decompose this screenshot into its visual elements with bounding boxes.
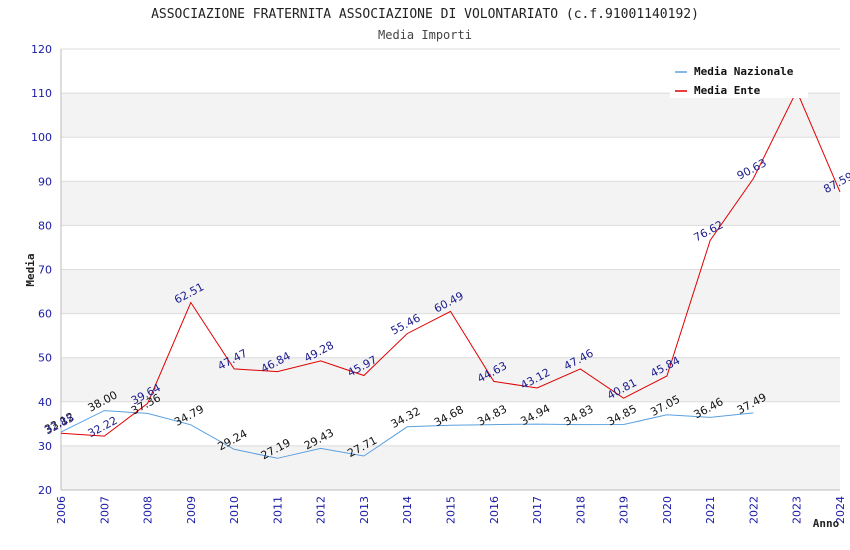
grid-band (61, 401, 840, 446)
y-tick-label: 110 (31, 87, 52, 100)
x-tick-label: 2017 (531, 496, 544, 524)
x-tick-labels: 2006 2007 2008 2009 2010 2011 2012 2013 2014 2015… (55, 496, 847, 524)
grid-band (61, 313, 840, 358)
grid-band (61, 181, 840, 226)
grid-band (61, 269, 840, 314)
grid-band (61, 445, 840, 490)
x-tick-label: 2015 (445, 496, 458, 524)
grid-band (61, 225, 840, 270)
series-lines (60, 89, 841, 459)
y-tick-label: 90 (38, 175, 52, 188)
x-tick-label: 2012 (315, 496, 328, 524)
x-tick-label: 2024 (834, 496, 847, 524)
y-tick-label: 20 (38, 484, 52, 497)
x-tick-label: 2016 (488, 496, 501, 524)
x-tick-label: 2014 (401, 496, 414, 524)
y-tick-label: 120 (31, 43, 52, 56)
x-tick-label: 2010 (228, 496, 241, 524)
x-tick-label: 2020 (661, 496, 674, 524)
y-tick-labels: 20 30 40 50 60 70 80 90 100 110 120 (31, 43, 52, 497)
x-tick-label: 2009 (185, 496, 198, 524)
x-tick-label: 2006 (55, 496, 68, 524)
series-line-media-ente (60, 89, 841, 437)
y-tick-label: 60 (38, 308, 52, 321)
legend-box (670, 60, 808, 98)
x-tick-label: 2008 (142, 496, 155, 524)
x-tick-label: 2021 (704, 496, 717, 524)
x-tick-label: 2019 (618, 496, 631, 524)
x-tick-label: 2011 (271, 496, 284, 524)
grid-band (61, 357, 840, 402)
y-tick-label: 50 (38, 352, 52, 365)
legend-label-media-nazionale: Media Nazionale (694, 65, 794, 78)
y-tick-label: 100 (31, 131, 52, 144)
chart-title: ASSOCIAZIONE FRATERNITA ASSOCIAZIONE DI … (151, 7, 699, 22)
grid-band (61, 137, 840, 182)
x-tick-label: 2013 (358, 496, 371, 524)
legend: Media Nazionale Media Ente (670, 60, 808, 98)
y-tick-label: 80 (38, 219, 52, 232)
y-tick-label: 30 (38, 440, 52, 453)
grid-band (61, 93, 840, 138)
x-tick-label: 2018 (574, 496, 587, 524)
x-tick-label: 2022 (747, 496, 760, 524)
y-axis-label: Media (24, 253, 37, 286)
x-axis-label: Anno (813, 517, 840, 530)
y-tick-label: 70 (38, 264, 52, 277)
grid-bands (61, 49, 840, 490)
chart-subtitle: Media Importi (378, 28, 472, 42)
series-line-media-nazionale (60, 410, 754, 459)
legend-label-media-ente: Media Ente (694, 84, 761, 97)
y-tick-label: 40 (38, 396, 52, 409)
x-tick-label: 2023 (791, 496, 804, 524)
x-tick-label: 2007 (98, 496, 111, 524)
